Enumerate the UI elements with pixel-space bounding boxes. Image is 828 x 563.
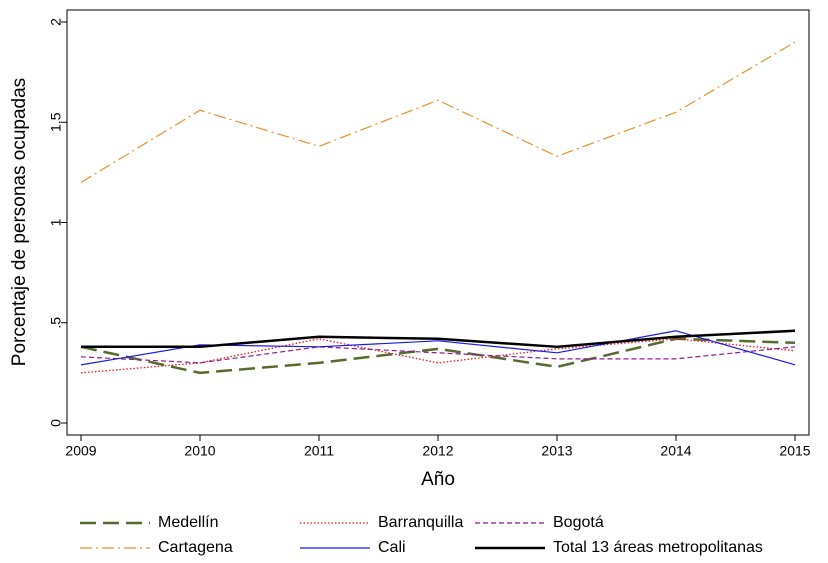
x-tick-label: 2011 bbox=[304, 443, 334, 459]
legend-text: Medellín bbox=[158, 514, 218, 531]
x-tick-label: 2009 bbox=[65, 443, 96, 459]
series-line bbox=[80, 330, 796, 366]
y-tick-label: 2 bbox=[48, 18, 64, 26]
series-line bbox=[80, 41, 796, 183]
legend-text: Total 13 áreas metropolitanas bbox=[553, 539, 763, 556]
legend-text: Bogotá bbox=[553, 514, 604, 531]
x-tick-label: 2012 bbox=[422, 443, 453, 459]
series-line bbox=[80, 346, 796, 364]
x-tick-label: 2013 bbox=[541, 443, 572, 459]
y-tick-label: 1 bbox=[48, 218, 64, 226]
y-tick-label: .5 bbox=[48, 317, 64, 329]
series-line bbox=[81, 329, 796, 349]
y-tick-label: 1.5 bbox=[48, 112, 64, 132]
x-tick-label: 2015 bbox=[779, 443, 810, 459]
legend-text: Cali bbox=[378, 539, 406, 556]
y-tick-label: 0 bbox=[48, 419, 64, 427]
legend-text: Barranquilla bbox=[378, 514, 463, 531]
x-tick-label: 2010 bbox=[184, 443, 215, 459]
series-line bbox=[80, 337, 796, 375]
legend-text: Cartagena bbox=[158, 539, 233, 556]
y-axis-title: Porcentaje de personas ocupadas bbox=[9, 78, 30, 366]
series-line bbox=[80, 338, 796, 374]
x-tick-label: 2014 bbox=[660, 443, 691, 459]
x-axis-title: Año bbox=[421, 469, 455, 490]
